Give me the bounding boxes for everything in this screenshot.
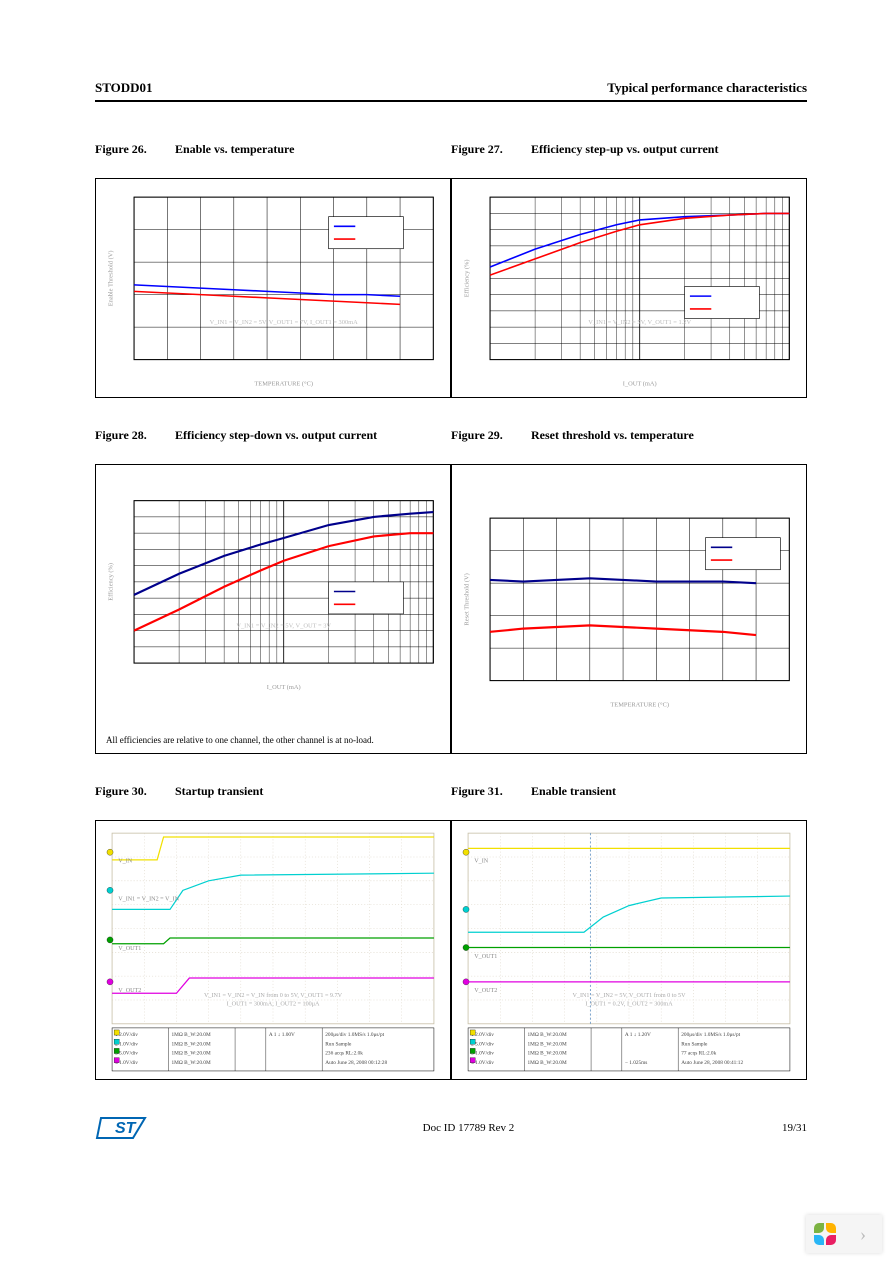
svg-text:V_IN1 = V_IN2 = 5V, V_OUT1 = 7: V_IN1 = V_IN2 = 5V, V_OUT1 = 7V, I_OUT1 … [210, 319, 359, 326]
flower-icon [806, 1215, 844, 1253]
fig29-caption: Figure 29.Reset threshold vs. temperatur… [451, 428, 807, 458]
svg-text:Run Sample: Run Sample [325, 1041, 352, 1047]
corner-widget: › [806, 1215, 882, 1253]
next-arrow-icon[interactable]: › [844, 1215, 882, 1253]
fig28-chart: I_OUT (mA) Efficiency (%) V_IN1 = V_IN2 = … [102, 471, 444, 712]
svg-text:Reset Threshold (V): Reset Threshold (V) [464, 573, 471, 625]
fig28-caption: Figure 28.Efficiency step-down vs. outpu… [95, 428, 451, 458]
svg-text:V_OUT1: V_OUT1 [118, 946, 141, 952]
svg-text:V_IN: V_IN [118, 858, 133, 864]
svg-text:I_OUT (mA): I_OUT (mA) [623, 380, 657, 387]
svg-text:1MΩ B_W:20.0M: 1MΩ B_W:20.0M [528, 1041, 567, 1047]
svg-text:TEMPERATURE (°C): TEMPERATURE (°C) [610, 701, 669, 708]
svg-text:Enable Threshold (V): Enable Threshold (V) [108, 251, 115, 307]
fig31-scope: V_IN V_OUT1 V_OUT2 V_IN1 = V_IN2 = 5V, V_OU… [458, 827, 800, 1073]
svg-text:1MΩ B_W:20.0M: 1MΩ B_W:20.0M [528, 1060, 567, 1066]
svg-text:1MΩ B_W:20.0M: 1MΩ B_W:20.0M [172, 1060, 211, 1066]
st-logo: ST [95, 1110, 155, 1146]
svg-text:236 acqs RL:2.0k: 236 acqs RL:2.0k [325, 1051, 363, 1057]
fig28-box: I_OUT (mA) Efficiency (%) V_IN1 = V_IN2 = … [95, 464, 451, 754]
svg-text:A 1 ↓ 1.00V: A 1 ↓ 1.00V [269, 1032, 295, 1038]
svg-text:V_IN1 = V_IN2 = 5V, V_OUT = 3V: V_IN1 = V_IN2 = 5V, V_OUT = 3V [236, 622, 331, 629]
svg-text:V_IN: V_IN [474, 858, 489, 864]
svg-text:Auto June 28, 2008 00:41:1: Auto June 28, 2008 00:41:12 [681, 1060, 743, 1066]
svg-text:200μs/div 1.0MS/s 1.0μs/pt: 200μs/div 1.0MS/s 1.0μs/pt [325, 1032, 384, 1038]
header-left: STODD01 [95, 80, 153, 96]
svg-text:I_OUT1 = 300mA, I_OUT2 = 100μA: I_OUT1 = 300mA, I_OUT2 = 100μA [227, 1001, 320, 1007]
svg-text:A 1 ↓ 1.20V: A 1 ↓ 1.20V [625, 1032, 651, 1038]
doc-id: Doc ID 17789 Rev 2 [423, 1122, 515, 1134]
svg-text:V_OUT2: V_OUT2 [474, 988, 497, 994]
svg-text:− 1.025ms: − 1.025ms [625, 1060, 647, 1066]
fig29-box: TEMPERATURE (°C) Reset Threshold (V) [451, 464, 807, 754]
svg-text:Auto June 28, 2008 00:12:2: Auto June 28, 2008 00:12:28 [325, 1060, 387, 1066]
svg-text:V_IN1 = V_IN2 = 5V, V_OUT1 fro: V_IN1 = V_IN2 = 5V, V_OUT1 from 0 to 5V [572, 992, 686, 999]
svg-text:I_OUT (mA): I_OUT (mA) [267, 684, 301, 691]
fig28-note: All efficiencies are relative to one cha… [106, 735, 374, 747]
svg-text:200μs/div 1.0MS/s 1.0μs/pt: 200μs/div 1.0MS/s 1.0μs/pt [681, 1032, 740, 1038]
fig30-box: V_IN V_IN1 = V_IN2 = V_IN V_OUT1 V_OUT2 V_IN… [95, 820, 451, 1080]
fig31-box: V_IN V_OUT1 V_OUT2 V_IN1 = V_IN2 = 5V, V_OU… [451, 820, 807, 1080]
fig30-scope: V_IN V_IN1 = V_IN2 = V_IN V_OUT1 V_OUT2 V_IN… [102, 827, 444, 1073]
fig27-chart: I_OUT (mA) Efficiency (%) V_IN1 = V_IN2 = … [458, 185, 800, 391]
svg-text:1MΩ B_W:20.0M: 1MΩ B_W:20.0M [172, 1041, 211, 1047]
svg-text:1MΩ B_W:20.0M: 1MΩ B_W:20.0M [528, 1032, 567, 1038]
fig27-box: I_OUT (mA) Efficiency (%) V_IN1 = V_IN2 = … [451, 178, 807, 398]
svg-text:1MΩ B_W:20.0M: 1MΩ B_W:20.0M [172, 1051, 211, 1057]
fig26-caption: Figure 26.Enable vs. temperature [95, 142, 451, 172]
fig29-chart: TEMPERATURE (°C) Reset Threshold (V) [458, 471, 800, 747]
page-number: 19/31 [782, 1122, 807, 1134]
svg-text:Efficiency (%): Efficiency (%) [108, 563, 115, 601]
svg-text:Run Sample: Run Sample [681, 1041, 708, 1047]
svg-text:V_IN1 = V_IN2 = V_IN from 0 to: V_IN1 = V_IN2 = V_IN from 0 to 5V, V_OUT… [204, 992, 343, 999]
svg-text:ST: ST [115, 1120, 137, 1137]
svg-text:TEMPERATURE (°C): TEMPERATURE (°C) [254, 380, 313, 387]
fig31-caption: Figure 31.Enable transient [451, 784, 807, 814]
svg-text:77 acqs RL:2.0k: 77 acqs RL:2.0k [681, 1051, 716, 1057]
svg-text:V_OUT2: V_OUT2 [118, 988, 141, 994]
fig26-chart: TEMPERATURE (°C) Enable Threshold (V) V_IN… [102, 185, 444, 391]
fig26-box: TEMPERATURE (°C) Enable Threshold (V) V_IN… [95, 178, 451, 398]
svg-text:I_OUT1 = 0.2V, I_OUT2 = 300mA: I_OUT1 = 0.2V, I_OUT2 = 300mA [585, 1001, 673, 1007]
svg-text:Efficiency (%): Efficiency (%) [464, 259, 471, 297]
svg-text:V_IN1 = V_IN2 = 5V, V_OUT1 = 1: V_IN1 = V_IN2 = 5V, V_OUT1 = 1.2V [588, 319, 691, 326]
header-right: Typical performance characteristics [607, 80, 807, 96]
page-header: STODD01 Typical performance characterist… [95, 80, 807, 102]
svg-text:V_IN1 = V_IN2 = V_IN: V_IN1 = V_IN2 = V_IN [118, 897, 179, 903]
svg-text:1MΩ B_W:20.0M: 1MΩ B_W:20.0M [528, 1051, 567, 1057]
fig27-caption: Figure 27.Efficiency step-up vs. output … [451, 142, 807, 172]
svg-text:V_OUT1: V_OUT1 [474, 954, 497, 960]
svg-text:1MΩ B_W:20.0M: 1MΩ B_W:20.0M [172, 1032, 211, 1038]
fig30-caption: Figure 30.Startup transient [95, 784, 451, 814]
